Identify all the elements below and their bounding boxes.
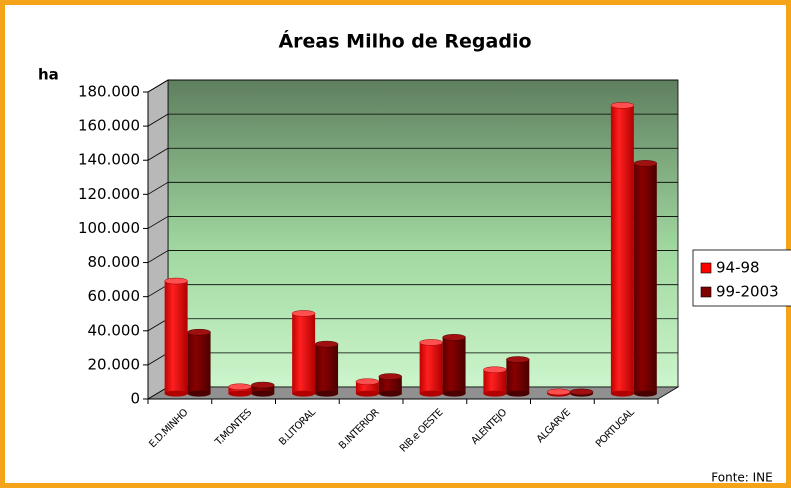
bar-top [483,366,507,373]
floor [146,386,680,400]
legend-swatch [700,262,712,274]
bar [378,376,402,394]
bar [419,342,443,394]
bar-top [355,378,380,385]
y-tick-label: 0 [130,390,140,408]
bar [483,369,507,394]
grid-line-side [147,250,169,263]
bar [164,281,188,394]
bar-base [228,390,252,397]
legend [692,249,791,307]
grid-line-side [147,216,169,229]
bar-base [251,390,275,397]
bar-top [228,383,252,391]
bar-base [187,390,211,397]
grid-line-side [147,181,169,195]
bar [251,385,275,394]
bar-top [546,388,571,396]
bar-base [292,390,316,397]
bar [228,386,252,394]
y-tick-label: 80.000 [88,253,141,271]
bar-top [314,340,339,348]
bar-base [610,390,634,397]
y-tick-label: 120.000 [78,185,140,203]
bar-top [187,328,211,336]
bar-top [164,277,188,285]
y-tick-label: 140.000 [78,151,140,169]
bar-top [419,339,443,346]
y-tick-label: 160.000 [78,117,140,135]
bar-base [506,390,530,397]
bar-top [569,388,594,396]
bar-top [442,334,466,341]
bar [292,313,316,394]
bar-base [442,390,466,397]
bar-top [633,160,658,167]
chart-title: Áreas Milho de Regadio [278,30,531,53]
bar [633,163,657,394]
grid-line-side [147,147,169,161]
bar [442,337,466,394]
bar-top [378,373,403,380]
y-tick-label: 60.000 [88,287,141,305]
y-axis-label: ha [38,66,59,84]
bar-top [506,356,530,363]
bar-base [483,390,507,397]
grid-line-side [147,79,169,93]
y-tick-label: 40.000 [88,321,141,339]
bar-base [164,390,188,397]
grid-line-side [147,113,169,127]
bar-top [251,381,275,389]
bar [610,105,634,394]
bar-top [291,310,316,317]
bar [506,359,530,394]
bar [315,344,339,394]
bar [187,332,211,394]
y-tick-label: 20.000 [88,355,141,373]
legend-label: 94-98 [716,259,760,277]
bar-base [378,390,402,397]
legend-label: 99-2003 [716,283,779,301]
bar [355,381,379,394]
bar-top [610,102,635,109]
bar-base [315,390,339,397]
bar-base [633,390,657,397]
bar-base [419,390,443,397]
source: Fonte: INE [711,471,772,485]
y-tick-label: 180.000 [78,83,140,101]
legend-swatch [700,286,712,298]
bar-base [355,390,379,397]
y-tick-label: 100.000 [78,219,140,237]
